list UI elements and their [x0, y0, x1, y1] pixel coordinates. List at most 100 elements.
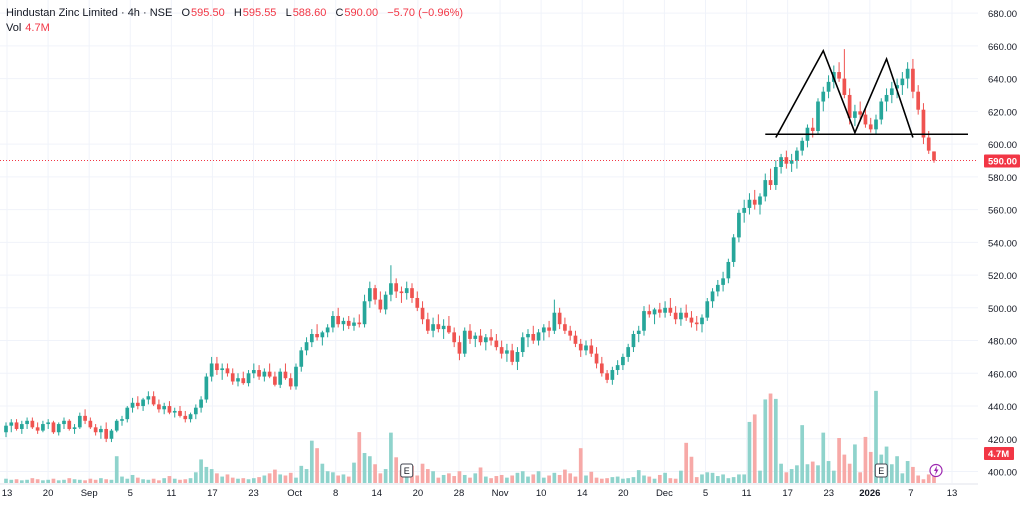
candle-body	[294, 366, 298, 387]
volume-bar	[294, 477, 298, 483]
volume-bar	[262, 475, 267, 483]
candle-body	[236, 378, 240, 382]
candle-body	[810, 127, 815, 131]
earnings-marker: E	[400, 463, 414, 478]
volume-bar	[299, 465, 304, 483]
candle-body	[415, 297, 420, 308]
candle-body	[288, 378, 293, 387]
candle-body	[220, 368, 225, 371]
candle-body	[19, 424, 24, 429]
low-value: 588.60	[292, 7, 327, 19]
volume-bar	[499, 474, 504, 483]
candle-body	[267, 371, 272, 377]
time-tick-label: 20	[618, 488, 629, 499]
pattern-outline-line	[775, 48, 914, 138]
close-value: 590.00	[344, 7, 379, 19]
candle-body	[642, 311, 646, 331]
candle-body	[779, 157, 783, 168]
volume-bar	[831, 470, 836, 483]
volume-bar	[731, 477, 736, 483]
time-tick-label: 14	[577, 488, 588, 499]
symbol-name[interactable]: Hindustan Zinc Limited	[6, 7, 118, 19]
candle-body	[868, 124, 873, 130]
volume-bar	[536, 471, 541, 483]
candle-body	[700, 317, 704, 325]
volume-bar	[362, 453, 367, 483]
candle-body	[584, 345, 588, 351]
volume-bar	[215, 473, 219, 483]
volume-bar	[209, 469, 214, 483]
time-tick-label: Oct	[287, 488, 302, 499]
candle-body	[932, 151, 936, 161]
volume-bar	[863, 436, 868, 483]
volume-bar	[483, 476, 488, 483]
candle-body	[452, 332, 457, 343]
candle-body	[130, 402, 135, 408]
candle-body	[526, 334, 530, 338]
volume-bar	[621, 478, 625, 483]
volume-bar	[331, 472, 335, 483]
volume-bar	[51, 478, 56, 483]
volume-bar	[230, 477, 235, 483]
price-tick-label: 560.00	[988, 206, 1017, 217]
volume-bar	[457, 471, 462, 483]
volume-bar	[779, 463, 783, 483]
volume-bar	[157, 480, 161, 483]
candle-body	[499, 347, 504, 354]
close-label: C	[335, 7, 344, 19]
candle-body	[114, 420, 119, 431]
candle-body	[352, 322, 356, 326]
volume-bar	[267, 473, 272, 483]
candle-body	[684, 312, 689, 318]
candle-body	[510, 350, 515, 362]
volume-bar	[447, 473, 451, 483]
volume-label[interactable]: Vol	[6, 22, 22, 34]
time-tick-label: 2026	[859, 488, 880, 499]
volume-bar	[642, 475, 646, 483]
open-label: O	[181, 7, 191, 19]
volume-bar	[14, 479, 19, 483]
price-axis[interactable]: 680.00 660.00 640.00 620.00 600.00 580.00 560.…	[984, 9, 1020, 479]
candle-body	[336, 315, 341, 325]
price-tick-label: 540.00	[988, 238, 1017, 249]
volume-bar	[25, 479, 29, 483]
candle-body	[83, 415, 87, 421]
volume-bar	[578, 448, 583, 483]
volume-bar	[742, 474, 747, 483]
candle-body	[420, 307, 425, 320]
price-tick-label: 420.00	[988, 435, 1017, 446]
volume-bar	[383, 469, 388, 483]
volume-bar	[304, 469, 309, 483]
candle-body	[67, 420, 72, 429]
candle-body	[705, 301, 710, 318]
volume-bar	[515, 472, 520, 483]
candle-body	[4, 425, 8, 433]
candle-body	[747, 199, 752, 208]
candle-body	[46, 422, 51, 425]
candle-body	[146, 396, 151, 400]
price-tick-label: 640.00	[988, 75, 1017, 86]
interval-label[interactable]: 4h	[127, 7, 140, 19]
candle-body	[251, 370, 256, 374]
candle-body	[726, 261, 731, 279]
candle-body	[425, 319, 430, 331]
candle-body	[410, 288, 414, 298]
volume-bar	[657, 474, 662, 483]
volume-bar	[605, 478, 609, 483]
volume-bar	[146, 479, 151, 483]
time-tick-label: 23	[248, 488, 259, 499]
candle-body	[404, 288, 409, 294]
volume-bar	[853, 444, 857, 483]
volume-bar	[541, 477, 546, 483]
chart-grid	[0, 0, 978, 483]
candle-body	[299, 350, 304, 367]
volume-bar	[462, 474, 467, 483]
pattern-annotations[interactable]	[765, 48, 968, 138]
time-axis[interactable]: 13 20 Sep 5 11 17 23 Oct 8 14 20 28 Nov 10 14 20 Dec 5 11 1…	[0, 483, 978, 499]
volume-bar	[916, 475, 921, 483]
high-label: H	[233, 7, 242, 19]
volume-bar	[589, 471, 594, 483]
volume-bar	[821, 432, 826, 483]
